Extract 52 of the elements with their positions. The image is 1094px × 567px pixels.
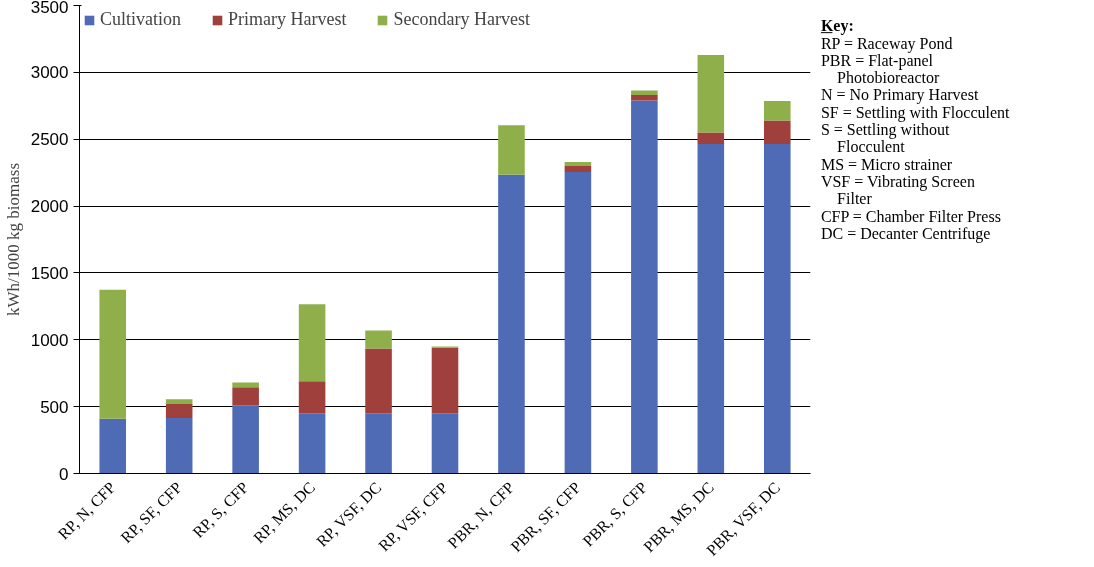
bar bbox=[564, 171, 592, 474]
text: DC = Decanter Centrifuge bbox=[820, 224, 991, 243]
x-tick-label: RP, SF, CFP bbox=[117, 478, 186, 547]
text: N = No Primary Harvest bbox=[820, 86, 979, 105]
y-tick-label: 2000 bbox=[30, 197, 69, 217]
bar bbox=[365, 330, 392, 349]
legend-label: Cultivation bbox=[100, 9, 181, 30]
bar bbox=[165, 399, 193, 404]
bar bbox=[564, 165, 592, 172]
bar bbox=[298, 381, 326, 414]
bar bbox=[763, 101, 791, 121]
bar bbox=[697, 54, 725, 133]
text: MS = Micro strainer bbox=[820, 155, 953, 173]
bar bbox=[631, 90, 658, 96]
text: VSF = Vibrating Screen Filter bbox=[820, 173, 975, 208]
bar bbox=[697, 132, 725, 144]
text: S = Settling without Flocculent bbox=[820, 121, 951, 156]
bar bbox=[99, 418, 127, 474]
legend-label: Primary Harvest bbox=[228, 9, 347, 30]
bar bbox=[365, 413, 392, 474]
y-tick-label: 500 bbox=[40, 397, 69, 417]
bar bbox=[431, 347, 459, 414]
text: Key: bbox=[820, 17, 854, 36]
bar bbox=[697, 143, 725, 474]
bar bbox=[498, 125, 525, 175]
bar bbox=[631, 100, 658, 474]
bar bbox=[763, 143, 791, 474]
bar bbox=[298, 304, 326, 382]
bar bbox=[498, 174, 525, 474]
bar bbox=[431, 413, 459, 474]
bar bbox=[564, 161, 592, 166]
y-tick-label: 2500 bbox=[30, 130, 69, 150]
y-tick-label: 0 bbox=[59, 464, 69, 484]
y-tick-label: 1500 bbox=[30, 263, 69, 283]
legend-label: Secondary Harvest bbox=[393, 9, 530, 30]
y-tick-label: 3000 bbox=[30, 63, 69, 83]
bar bbox=[763, 120, 791, 144]
text: CFP = Chamber Filter Press bbox=[820, 207, 1001, 225]
bar bbox=[232, 387, 259, 406]
text: RP = Raceway Pond bbox=[820, 34, 953, 53]
bar bbox=[631, 95, 658, 101]
x-tick-label: RP, S, CFP bbox=[189, 478, 252, 541]
bar bbox=[232, 405, 259, 474]
text: SF = Settling with Flocculent bbox=[820, 103, 1011, 122]
bar bbox=[165, 403, 193, 419]
bar bbox=[99, 289, 127, 419]
bar bbox=[165, 418, 193, 474]
y-tick-label: 3500 bbox=[30, 0, 69, 17]
bar bbox=[298, 413, 326, 474]
y-axis-title: kWh/1000 kg biomass bbox=[3, 163, 23, 316]
y-tick-label: 1000 bbox=[30, 330, 69, 350]
bar bbox=[365, 348, 392, 414]
